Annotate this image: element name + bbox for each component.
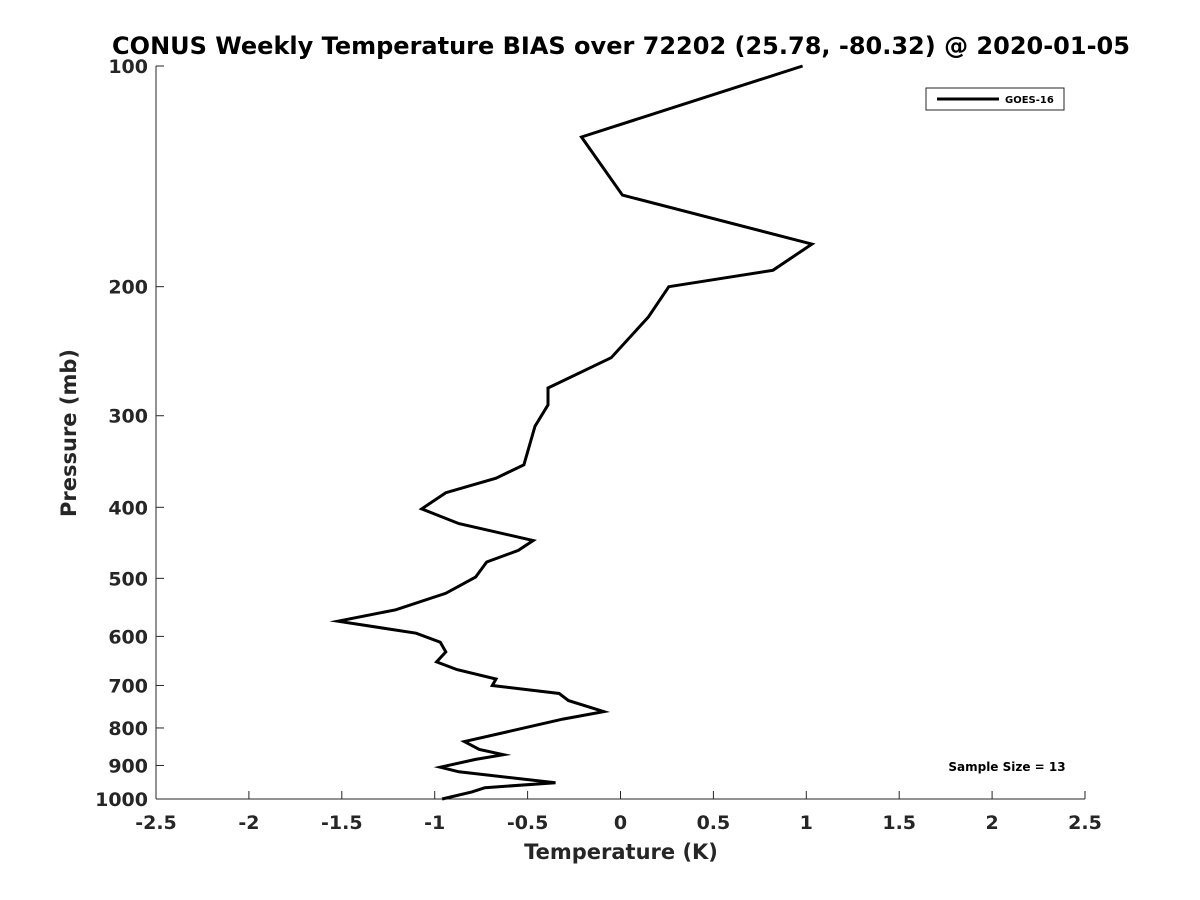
y-tick-label: 300 — [108, 406, 148, 428]
sample-size-annotation: Sample Size = 13 — [948, 760, 1065, 774]
series-layer — [329, 64, 816, 801]
y-axis-ticks: 100 200 300 400 500 600 700 800 900 1000 — [95, 56, 164, 811]
x-tick-label: -1 — [424, 812, 445, 834]
y-tick-label: 800 — [108, 718, 148, 740]
x-tick-label: -2 — [238, 812, 259, 834]
x-tick-label: -1.5 — [321, 812, 363, 834]
legend: GOES-16 — [925, 87, 1065, 111]
x-tick-label: 2.5 — [1068, 812, 1102, 834]
y-tick-label: 1000 — [95, 789, 148, 811]
y-tick-label: 700 — [108, 675, 148, 697]
x-tick-label: 1.5 — [882, 812, 916, 834]
y-tick-label: 900 — [108, 755, 148, 777]
x-tick-label: -2.5 — [135, 812, 177, 834]
x-axis-ticks: -2.5 -2 -1.5 -1 -0.5 0 0.5 1 1.5 2 2.5 — [135, 791, 1102, 834]
x-tick-label: -0.5 — [507, 812, 549, 834]
y-tick-label: 400 — [108, 497, 148, 519]
chart-title: CONUS Weekly Temperature BIAS over 72202… — [112, 32, 1130, 60]
x-axis-label: Temperature (K) — [524, 840, 718, 864]
series-line-goes-16 — [329, 64, 816, 801]
x-tick-label: 0.5 — [697, 812, 731, 834]
y-tick-label: 500 — [108, 568, 148, 590]
y-axis-label: Pressure (mb) — [57, 349, 81, 517]
y-tick-label: 100 — [108, 56, 148, 78]
x-tick-label: 1 — [800, 812, 813, 834]
x-tick-label: 0 — [614, 812, 627, 834]
x-tick-label: 2 — [985, 812, 998, 834]
y-tick-label: 600 — [108, 626, 148, 648]
y-tick-label: 200 — [108, 277, 148, 299]
legend-label-goes-16: GOES-16 — [1005, 95, 1054, 106]
